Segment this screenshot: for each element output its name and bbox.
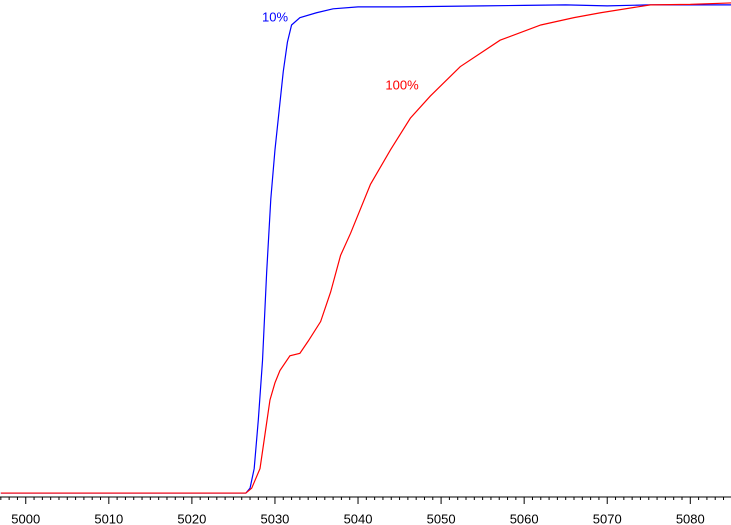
series-label: 100% xyxy=(385,77,419,92)
series-label: 10% xyxy=(262,9,288,24)
series-line xyxy=(0,4,731,494)
x-tick-label: 5000 xyxy=(11,511,40,525)
x-tick-label: 5060 xyxy=(510,511,539,525)
x-tick-label: 5020 xyxy=(177,511,206,525)
x-tick-label: 5040 xyxy=(344,511,373,525)
x-tick-label: 5030 xyxy=(260,511,289,525)
x-tick-label: 5080 xyxy=(676,511,705,525)
series-line xyxy=(0,2,731,494)
x-tick-label: 5050 xyxy=(427,511,456,525)
x-tick-label: 5070 xyxy=(593,511,622,525)
x-tick-label: 5010 xyxy=(94,511,123,525)
